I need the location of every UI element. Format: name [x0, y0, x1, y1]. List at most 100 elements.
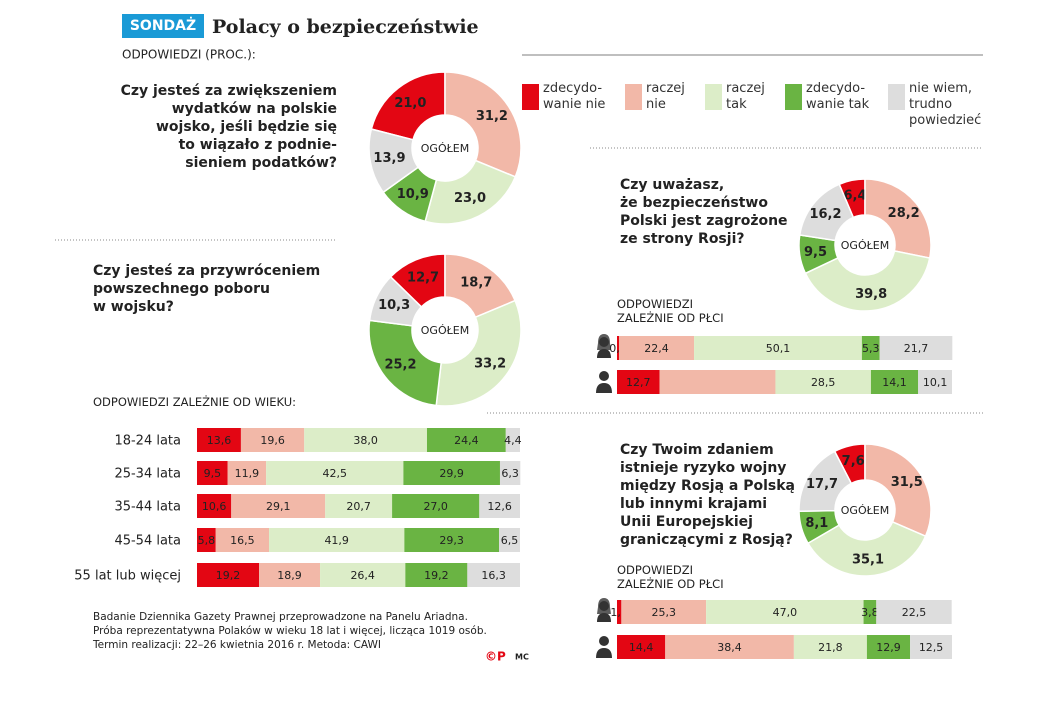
- value-label: 9,5: [204, 467, 222, 480]
- value-label: 42,5: [323, 467, 348, 480]
- value-label: 50,1: [766, 342, 791, 355]
- pie-slice: [368, 275, 423, 327]
- value-label: 39,8: [855, 287, 887, 302]
- center-label: OGÓŁEM: [841, 239, 889, 252]
- icon-male: [596, 636, 612, 658]
- category-label: 45-54 lata: [114, 534, 181, 549]
- bar-segment: [405, 563, 468, 587]
- legend-label: raczej tak: [726, 81, 765, 112]
- value-label: 6,3: [501, 467, 519, 480]
- bar-segment: [876, 600, 952, 624]
- bar-segment: [197, 528, 216, 552]
- bar-segment: [861, 336, 880, 360]
- bar-segment: [467, 563, 520, 587]
- value-label: 19,6: [260, 434, 285, 447]
- category-label: 25-34 lata: [114, 467, 181, 482]
- value-label: 16,5: [230, 534, 255, 547]
- bar-segment: [426, 428, 506, 452]
- bar-segment: [775, 370, 871, 394]
- bar-segment: [227, 461, 267, 485]
- value-label: 12,9: [876, 641, 901, 654]
- value-label: 33,2: [474, 356, 506, 371]
- value-label: 10,9: [397, 187, 429, 202]
- bar-segment: [197, 461, 228, 485]
- bar-segment: [617, 600, 622, 624]
- value-label: 19,2: [216, 569, 241, 582]
- category-label: 35-44 lata: [114, 500, 181, 515]
- bar-segment: [499, 528, 520, 552]
- legend-swatch: [785, 84, 802, 110]
- value-label: 19,2: [424, 569, 449, 582]
- bar-segment: [866, 635, 911, 659]
- bar-chart-title: ODPOWIEDZI ZALEŻNIE OD PŁCI: [617, 563, 724, 591]
- badge-bg: [122, 14, 204, 38]
- bar-segment: [269, 528, 405, 552]
- bar-segment: [621, 600, 707, 624]
- legend-label: zdecydo- wanie nie: [543, 81, 606, 112]
- question: Czy jesteś za zwiększeniem wydatków na p…: [120, 83, 337, 171]
- center-label: OGÓŁEM: [841, 504, 889, 517]
- legend-label: zdecydo- wanie tak: [806, 81, 870, 112]
- bar-segment: [863, 600, 877, 624]
- icon-male: [596, 371, 612, 393]
- bar-segment: [197, 563, 260, 587]
- value-label: 20,7: [346, 500, 371, 513]
- category-label: 18-24 lata: [114, 434, 181, 449]
- bar-chart-title: ODPOWIEDZI ZALEŻNIE OD PŁCI: [617, 297, 724, 325]
- bar-segment: [403, 461, 500, 485]
- value-label: 3,8: [861, 606, 879, 619]
- footnote: Badanie Dziennika Gazety Prawnej przepro…: [93, 611, 487, 651]
- pie-slice: [864, 443, 932, 538]
- value-label: 29,9: [439, 467, 464, 480]
- bar-segment: [499, 461, 521, 485]
- value-label: 14,4: [629, 641, 654, 654]
- value-label: 4,4: [504, 434, 522, 447]
- value-label: 18,7: [460, 275, 492, 290]
- value-label: 12,5: [919, 641, 944, 654]
- bar-segment: [266, 461, 404, 485]
- icon-female: [597, 598, 611, 622]
- value-label: 10,3: [378, 298, 410, 313]
- value-label: 28,5: [811, 376, 836, 389]
- value-label: 10,6: [202, 500, 227, 513]
- bar-segment: [910, 635, 952, 659]
- pie-slice: [444, 71, 522, 178]
- icon-female: [597, 334, 611, 358]
- value-label: 47,0: [773, 606, 798, 619]
- value-label: 23,0: [454, 191, 486, 206]
- value-label: 13,6: [207, 434, 232, 447]
- legend-swatch: [522, 84, 539, 110]
- value-label: 6,5: [501, 534, 519, 547]
- bar-segment: [665, 635, 794, 659]
- logo: ©P: [485, 650, 506, 664]
- bar-segment: [793, 635, 867, 659]
- bar-segment: [879, 336, 953, 360]
- value-label: 21,8: [818, 641, 843, 654]
- value-label: 16,3: [481, 569, 506, 582]
- badge: SONDAŻ: [130, 17, 196, 34]
- value-label: 17,7: [806, 477, 838, 492]
- bar-segment: [231, 494, 326, 518]
- value-label: 31,2: [476, 109, 508, 124]
- pie-slice: [435, 299, 522, 407]
- pie-slice: [806, 520, 927, 577]
- center-label: OGÓŁEM: [421, 324, 469, 337]
- value-label: 12,6: [487, 500, 512, 513]
- value-label: 25,3: [651, 606, 676, 619]
- value-label: 22,4: [644, 342, 669, 355]
- value-label: 28,2: [888, 206, 920, 221]
- bar-segment: [404, 528, 500, 552]
- value-label: 35,1: [852, 552, 884, 567]
- value-label: 9,5: [804, 245, 827, 260]
- bar-segment: [215, 528, 270, 552]
- bar-segment: [619, 336, 695, 360]
- legend-label: nie wiem, trudno powiedzieć: [909, 81, 982, 128]
- bar-segment: [694, 336, 862, 360]
- value-label: 7,6: [842, 454, 865, 469]
- legend-swatch: [705, 84, 722, 110]
- value-label: 29,1: [266, 500, 291, 513]
- bar-segment: [617, 370, 660, 394]
- value-label: 41,9: [324, 534, 349, 547]
- value-label: 12,7: [407, 270, 439, 285]
- bar-segment: [505, 428, 520, 452]
